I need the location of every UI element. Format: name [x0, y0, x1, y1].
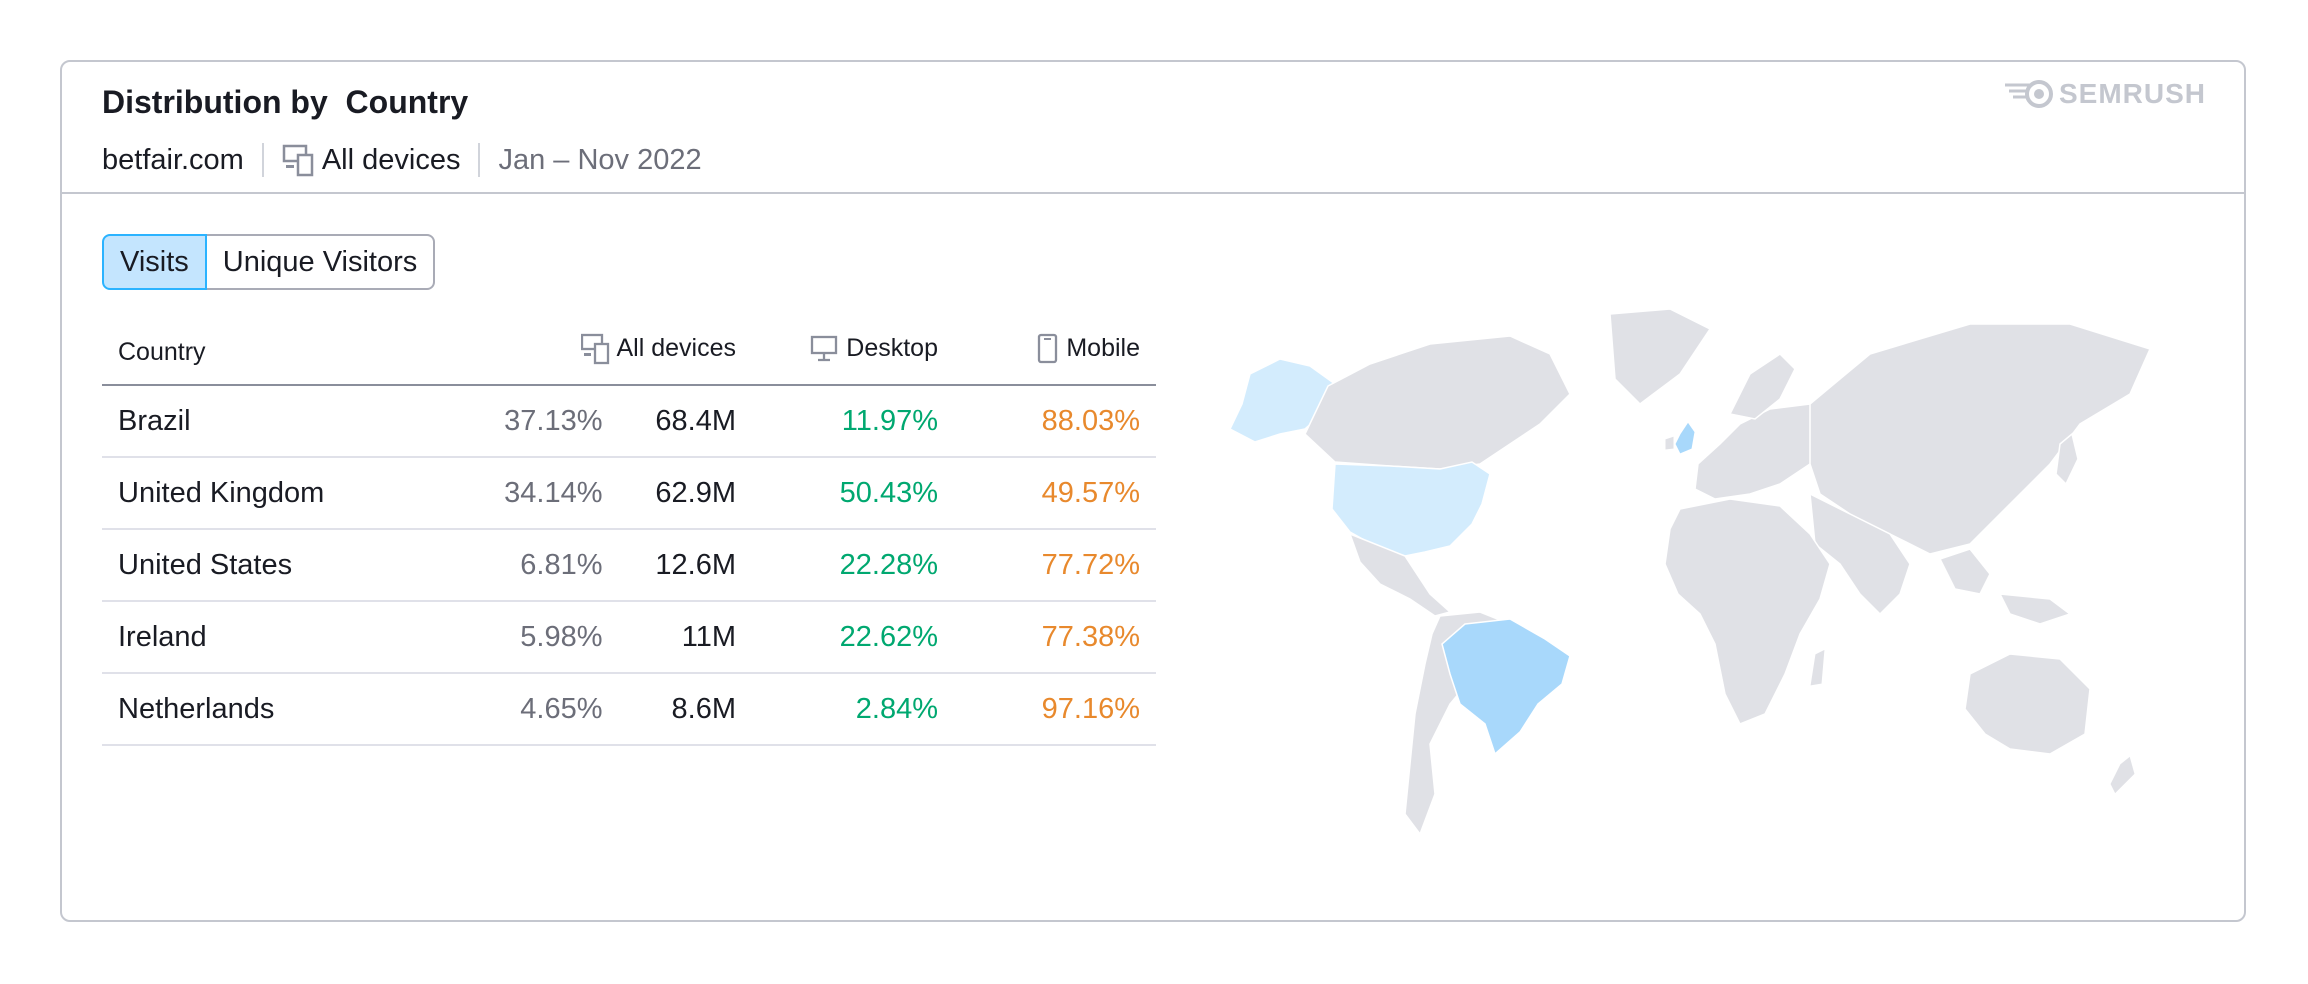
table-row: Netherlands 4.65% 8.6M 2.84% 97.16% [102, 673, 1156, 746]
divider [478, 143, 481, 177]
column-header-country[interactable]: Country [102, 320, 464, 386]
visits-value: 12.6M [618, 529, 752, 602]
traffic-share: 5.98% [464, 601, 619, 674]
card-subtitle: betfair.com All devices Jan – Nov 2022 [102, 142, 702, 178]
traffic-share: 4.65% [464, 673, 619, 746]
visits-value: 62.9M [618, 457, 752, 530]
desktop-share: 2.84% [752, 673, 954, 746]
map-region-africa[interactable] [1664, 498, 1831, 725]
world-map[interactable] [1210, 294, 2190, 874]
devices-filter: All devices [282, 143, 461, 177]
mobile-icon [1038, 333, 1058, 363]
country-name[interactable]: United Kingdom [102, 457, 464, 530]
devices-label: All devices [321, 143, 461, 176]
distribution-card: Distribution by Country betfair.com All … [60, 60, 2246, 922]
map-region-new-zealand[interactable] [2109, 755, 2136, 795]
map-region-southeast-asia[interactable] [1938, 548, 2072, 625]
devices-icon [282, 144, 314, 177]
date-range: Jan – Nov 2022 [498, 143, 702, 176]
table-row: United Kingdom 34.14% 62.9M 50.43% 49.57… [102, 457, 1156, 530]
country-table: Country All devices [102, 320, 1156, 746]
visits-value: 11M [618, 601, 752, 674]
column-header-desktop[interactable]: Desktop [752, 320, 954, 386]
map-region-scandinavia[interactable] [1728, 353, 1796, 420]
desktop-share: 11.97% [752, 385, 954, 458]
domain-label: betfair.com [102, 143, 244, 176]
visits-value: 68.4M [618, 385, 752, 458]
desktop-share: 22.28% [752, 529, 954, 602]
tab-unique-visitors[interactable]: Unique Visitors [206, 234, 436, 290]
map-region-australia[interactable] [1964, 653, 2091, 755]
column-header-all-devices[interactable]: All devices [464, 320, 752, 386]
semrush-logo-icon [2004, 80, 2053, 108]
map-region-united-states[interactable] [1331, 461, 1491, 557]
map-region-middle-east-india[interactable] [1809, 492, 1911, 616]
mobile-share: 77.38% [954, 601, 1156, 674]
country-name[interactable]: United States [102, 529, 464, 602]
table-row: Brazil 37.13% 68.4M 11.97% 88.03% [102, 385, 1156, 458]
table-row: United States 6.81% 12.6M 22.28% 77.72% [102, 529, 1156, 602]
traffic-share: 37.13% [464, 385, 619, 458]
desktop-icon [811, 335, 838, 361]
map-region-united-kingdom[interactable] [1674, 421, 1696, 455]
tab-visits[interactable]: Visits [102, 234, 207, 290]
mobile-share: 88.03% [954, 385, 1156, 458]
traffic-share: 34.14% [464, 457, 619, 530]
card-header: Distribution by Country betfair.com All … [62, 62, 2244, 194]
devices-icon [580, 333, 609, 364]
map-region-japan[interactable] [2055, 432, 2079, 486]
traffic-share: 6.81% [464, 529, 619, 602]
country-name[interactable]: Ireland [102, 601, 464, 674]
column-header-mobile[interactable]: Mobile [954, 320, 1156, 386]
map-region-madagascar[interactable] [1809, 648, 1826, 687]
map-region-ireland[interactable] [1664, 435, 1675, 451]
card-title: Distribution by Country [102, 84, 469, 120]
map-region-greenland[interactable] [1609, 308, 1712, 405]
map-region-canada[interactable] [1304, 335, 1571, 470]
mobile-share: 77.72% [954, 529, 1156, 602]
map-region-europe[interactable] [1694, 403, 1821, 500]
map-region-central-america[interactable] [1348, 532, 1452, 617]
table-row: Ireland 5.98% 11M 22.62% 77.38% [102, 601, 1156, 674]
map-region-alaska[interactable] [1229, 358, 1336, 443]
country-name[interactable]: Netherlands [102, 673, 464, 746]
desktop-share: 22.62% [752, 601, 954, 674]
desktop-share: 50.43% [752, 457, 954, 530]
visits-value: 8.6M [618, 673, 752, 746]
mobile-share: 97.16% [954, 673, 1156, 746]
metric-tabs: Visits Unique Visitors [102, 234, 436, 290]
world-map-svg [1229, 308, 2152, 836]
table-header-row: Country All devices [102, 320, 1156, 386]
divider [261, 143, 264, 177]
mobile-share: 49.57% [954, 457, 1156, 530]
logo-text: SEMRUSH [2058, 78, 2206, 109]
map-region-brazil[interactable] [1441, 618, 1571, 756]
country-name[interactable]: Brazil [102, 385, 464, 458]
semrush-logo: SEMRUSH [2003, 78, 2206, 110]
map-region-asia[interactable] [1809, 323, 2152, 555]
